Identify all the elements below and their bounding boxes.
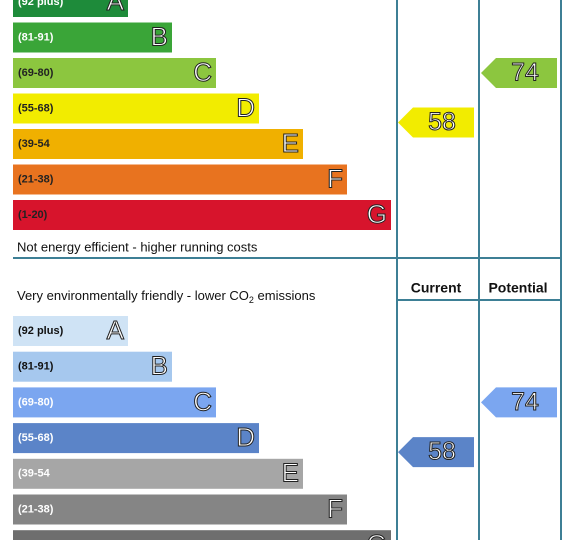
band [13,530,391,540]
band [13,164,347,195]
band [13,22,172,53]
band-letter: F [327,163,343,193]
header-potential: Potential [488,280,547,296]
band [13,58,216,88]
band [13,423,259,454]
rating-arrow [481,387,557,418]
rating-value: 58 [428,108,456,136]
band-letter: A [107,315,125,345]
rating-value: 74 [511,59,539,87]
band-range: (69-80) [18,396,54,408]
band [13,387,216,418]
band-range: (21-38) [18,173,54,185]
caption-sub: 2 [249,295,254,305]
rating-arrow [481,58,557,88]
band-range: (55-68) [18,432,54,444]
band [13,458,303,489]
rating-arrow [398,107,474,138]
band [13,93,259,124]
band-range: (92 plus) [18,325,64,337]
band-letter: E [282,458,299,488]
header-current: Current [411,280,462,296]
rating-value: 58 [428,438,456,466]
band-letter: G [367,199,387,229]
band-letter: C [193,386,212,416]
band-letter: B [151,21,168,51]
footer: Not energy efficient - higher running co… [17,239,258,254]
rating-value: 74 [511,388,539,416]
band-range: (39-54 [18,138,51,150]
band-range: (39-54 [18,468,51,480]
band [13,129,303,159]
band-range: (81-91) [18,31,54,43]
band-letter: D [236,422,255,452]
band-letter: B [151,351,168,381]
caption-text: emissions [254,288,316,303]
band-letter: A [107,0,125,16]
band-range: (1-20) [18,209,48,221]
band-range: (21-38) [18,503,54,515]
band [13,200,391,230]
caption: Very environmentally friendly - lower CO… [17,288,316,305]
band [13,0,128,17]
band-range: (55-68) [18,102,54,114]
rating-arrow [398,437,474,468]
band-range: (81-91) [18,361,54,373]
band-letter: G [367,529,387,540]
caption-text: Very environmentally friendly - lower CO [17,288,249,303]
band [13,494,347,525]
band-letter: C [193,57,212,87]
band [13,316,128,346]
band-letter: E [282,128,299,158]
band-letter: F [327,493,343,523]
band-letter: D [236,92,255,122]
band [13,351,172,382]
band-range: (69-80) [18,67,54,79]
band-range: (92 plus) [18,0,64,8]
